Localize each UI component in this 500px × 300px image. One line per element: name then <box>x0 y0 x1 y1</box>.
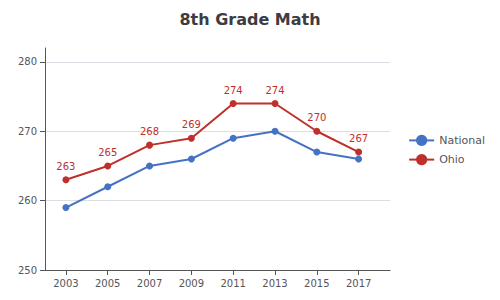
svg-text:2003: 2003 <box>53 278 78 289</box>
svg-text:267: 267 <box>349 133 368 144</box>
svg-text:270: 270 <box>18 126 37 137</box>
svg-text:8th Grade Math: 8th Grade Math <box>179 10 320 29</box>
svg-text:2013: 2013 <box>262 278 287 289</box>
svg-text:2005: 2005 <box>95 278 120 289</box>
svg-text:269: 269 <box>182 119 201 130</box>
svg-text:2007: 2007 <box>137 278 162 289</box>
svg-text:2017: 2017 <box>346 278 371 289</box>
svg-text:265: 265 <box>98 147 117 158</box>
svg-text:Ohio: Ohio <box>439 153 465 166</box>
svg-text:National: National <box>439 134 485 147</box>
svg-text:2011: 2011 <box>220 278 245 289</box>
svg-text:263: 263 <box>56 161 75 172</box>
svg-text:260: 260 <box>18 195 37 206</box>
svg-text:250: 250 <box>18 265 37 276</box>
svg-text:274: 274 <box>265 85 284 96</box>
svg-text:274: 274 <box>224 85 243 96</box>
svg-text:270: 270 <box>307 112 326 123</box>
svg-text:268: 268 <box>140 126 159 137</box>
svg-text:2009: 2009 <box>179 278 204 289</box>
svg-text:280: 280 <box>18 56 37 67</box>
svg-text:2015: 2015 <box>304 278 329 289</box>
